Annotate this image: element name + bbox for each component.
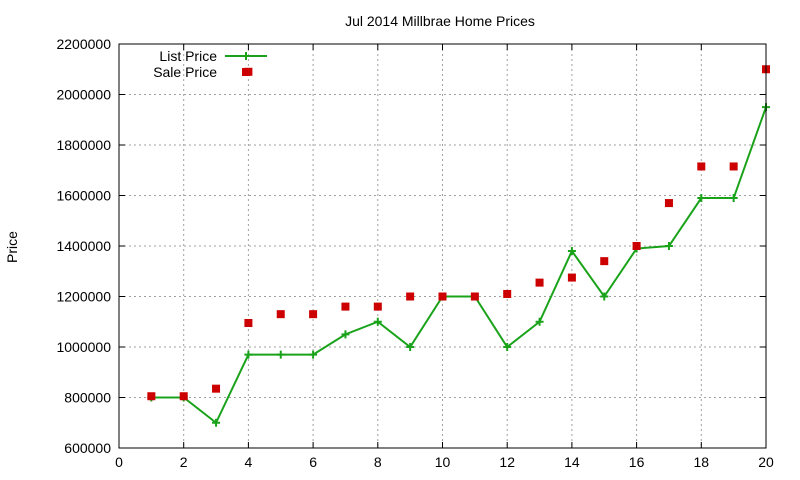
x-tick-label: 20 [758,454,774,470]
y-tick-label: 1000000 [56,339,111,355]
legend-marker-list-price [242,52,250,60]
sale-price-point [406,292,415,301]
x-tick-label: 14 [564,454,580,470]
x-tick-label: 6 [309,454,317,470]
list-price-line [151,106,767,425]
x-tick-label: 16 [629,454,645,470]
list-price-point [406,343,415,351]
list-price-point [664,242,673,250]
x-tick-label: 4 [245,454,253,470]
list-price-point [729,194,738,203]
sale-price-point [147,392,156,401]
sale-price-point [276,310,285,319]
sale-price-point [535,278,544,287]
list-price-point [341,330,350,339]
y-tick-label: 2200000 [56,36,111,52]
sale-price-point [438,292,447,301]
y-tick-label: 1200000 [56,289,111,305]
x-tick-label: 0 [115,454,123,470]
x-tick-label: 12 [499,454,515,470]
x-tick-label: 8 [374,454,382,470]
sale-price-point [503,289,512,298]
chart-title: Jul 2014 Millbrae Home Prices [345,13,535,29]
y-tick-label: 1800000 [56,137,111,153]
list-price-point [567,247,576,256]
sale-price-point [244,319,253,328]
legend-marker-sale-price [242,68,250,76]
sale-price-point [600,257,609,266]
x-tick-label: 18 [694,454,710,470]
grid [119,44,766,448]
y-tick-label: 600000 [64,440,111,456]
legend-label-sale-price: Sale Price [153,64,217,80]
sale-price-point [309,310,318,319]
y-tick-label: 1400000 [56,238,111,254]
x-tick-label: 2 [180,454,188,470]
plot-frame [118,43,767,449]
legend-label-list-price: List Price [159,48,217,64]
x-tick-label: 10 [435,454,451,470]
list-price-point [212,418,221,427]
list-price-point [244,350,253,359]
y-tick-label: 800000 [64,390,111,406]
list-price-point [697,194,706,203]
plot-series [147,65,770,427]
sale-price-point [567,273,576,282]
sale-price-point [341,302,350,311]
list-price-point [373,317,382,326]
axis-ticks: 0 2 4 6 8 10 12 14 16 18 20 600000 800000 1000000 1200… [56,36,774,470]
list-price-point [309,350,318,359]
sale-price-point [729,162,738,171]
y-tick-label: 1600000 [56,188,111,204]
sale-price-point [664,199,673,208]
sale-price-point [373,302,382,311]
list-price-point [276,350,285,359]
list-price-point [503,343,512,351]
sale-price-point [632,242,641,250]
sale-price-point [179,392,188,401]
list-price-point [600,292,609,301]
sale-price-point [470,292,479,301]
y-axis-label: Price [4,231,20,263]
sale-price-point [697,162,706,171]
sale-price-point [212,384,221,393]
list-price-point [535,317,544,326]
y-tick-label: 2000000 [56,87,111,103]
